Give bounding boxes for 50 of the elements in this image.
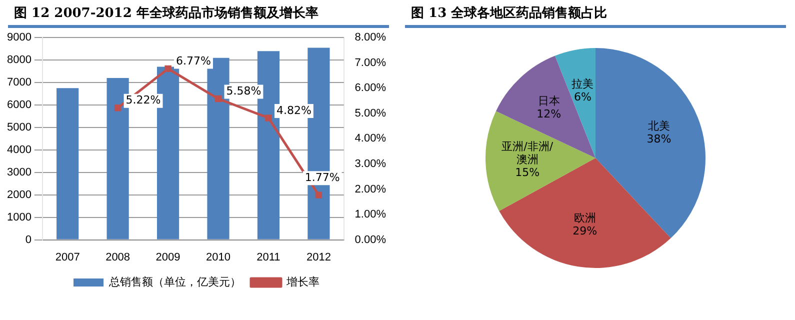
y2-tick-label: 6.00% (354, 82, 386, 94)
chart-title: 图 12 2007-2012 年全球药品市场销售额及增长率 (13, 4, 320, 23)
y2-tick-label: 1.00% (354, 208, 386, 221)
point (315, 192, 322, 198)
data-label: 4.82% (276, 104, 312, 117)
slice-label: 欧洲 (574, 212, 596, 225)
data-label: 6.77% (176, 54, 211, 68)
y-tick-label: 6000 (6, 99, 32, 112)
x-tick-label: 2012 (306, 251, 331, 264)
y-tick-label: 3000 (6, 166, 32, 178)
bar (56, 88, 79, 240)
data-label: 5.22% (126, 94, 161, 107)
data-label: 38% (646, 132, 672, 146)
legend-label: 增长率 (286, 276, 320, 289)
data-label: 6% (574, 90, 592, 104)
point (164, 65, 172, 72)
data-label: 5.58% (226, 84, 262, 98)
slice-label: 北美 (648, 119, 670, 132)
data-label: 29% (572, 224, 598, 238)
point (265, 114, 272, 122)
slice-label: 亚洲/非洲/澳洲 (502, 140, 554, 166)
y-tick-label: 9000 (6, 32, 32, 44)
y2-tick-label: 2.00% (354, 183, 386, 196)
data-label: 15% (515, 166, 540, 179)
y2-tick-label: 0.00% (354, 234, 386, 246)
x-tick-label: 2007 (55, 251, 80, 264)
point (114, 104, 122, 112)
x-tick-label: 2008 (106, 251, 130, 264)
y-tick-label: 8000 (6, 54, 32, 66)
y2-tick-label: 3.00% (354, 158, 386, 170)
y-tick-label: 5000 (6, 122, 32, 134)
y-tick-label: 4000 (6, 144, 32, 156)
point (214, 95, 222, 102)
y-tick-label: 1000 (6, 211, 32, 224)
chart-title: 图 13 全球各地区药品销售额占比 (410, 4, 608, 23)
y2-tick-label: 7.00% (354, 56, 386, 69)
slice-label: 拉美 (572, 77, 594, 90)
y2-tick-label: 4.00% (354, 132, 386, 145)
y-tick-label: 0 (25, 234, 32, 246)
x-tick-label: 2009 (156, 251, 180, 264)
x-tick-label: 2011 (256, 251, 280, 264)
data-label: 12% (536, 108, 562, 121)
legend-label: 总销售额（单位，亿美元） (108, 276, 241, 289)
data-label: 1.77% (304, 170, 340, 184)
slice-label: 日本 (538, 94, 560, 108)
y-tick-label: 2000 (6, 188, 32, 201)
y2-tick-label: 8.00% (354, 32, 386, 44)
x-tick-label: 2010 (206, 251, 230, 264)
y-tick-label: 7000 (6, 76, 32, 89)
y2-tick-label: 5.00% (354, 107, 386, 120)
